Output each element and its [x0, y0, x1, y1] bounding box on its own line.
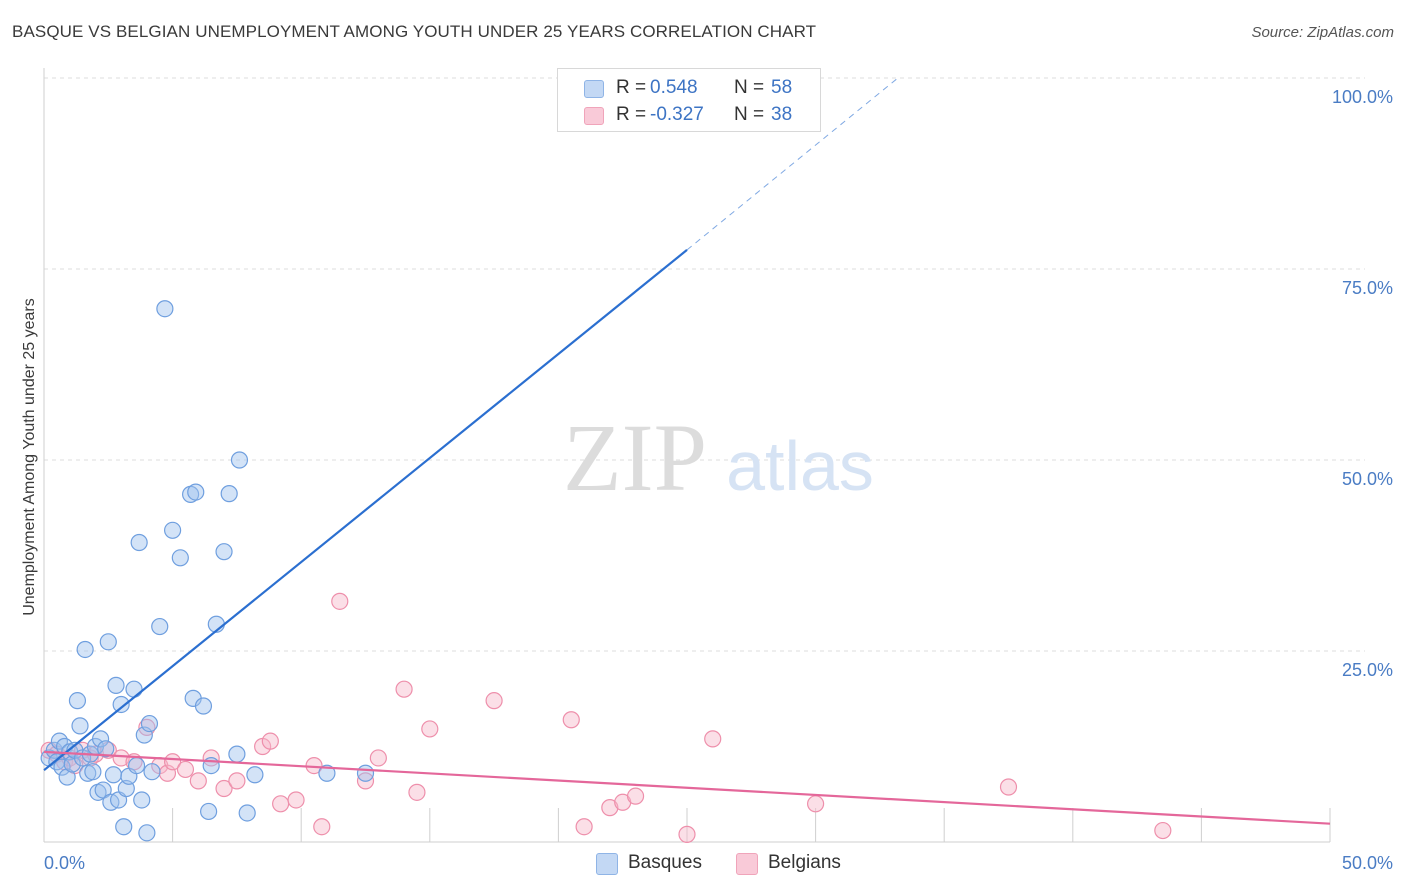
- basques-point: [194, 697, 213, 715]
- basques-point: [220, 485, 238, 503]
- y-tick-label: 25.0%: [1342, 660, 1393, 680]
- belgians-swatch: [584, 107, 604, 125]
- basques-point: [125, 680, 143, 698]
- basques-point: [238, 804, 256, 822]
- basques-point: [58, 768, 76, 786]
- basques-point: [138, 824, 156, 842]
- basques-point: [215, 543, 233, 561]
- belgians-point: [601, 799, 619, 817]
- belgians-point: [189, 772, 207, 790]
- chart-title: BASQUE VS BELGIAN UNEMPLOYMENT AMONG YOU…: [12, 22, 817, 41]
- belgians-point: [331, 592, 349, 610]
- basques-point: [91, 730, 110, 748]
- belgians-point: [287, 791, 305, 809]
- basques-point: [156, 300, 174, 318]
- basques-points: [40, 69, 627, 842]
- basques-point: [140, 714, 159, 733]
- basques-point: [84, 763, 102, 781]
- y-tick-label: 50.0%: [1342, 469, 1393, 489]
- belgians-point: [704, 730, 722, 748]
- belgians-point: [369, 749, 387, 767]
- watermark-atlas: atlas: [726, 427, 874, 505]
- belgians-point: [112, 749, 130, 767]
- basques-point: [97, 740, 115, 758]
- watermark-zip: ZIP: [563, 404, 707, 511]
- stats-row-belgians: R = -0.327 N = 38: [558, 102, 820, 128]
- basques-point: [63, 755, 81, 773]
- basques-point: [112, 695, 130, 714]
- basques-point: [76, 640, 94, 659]
- belgians-point: [575, 818, 593, 836]
- belgians-point: [562, 711, 580, 729]
- basques-point: [318, 764, 336, 782]
- basques-point: [99, 633, 117, 651]
- belgians-point: [806, 795, 825, 813]
- basques-point: [130, 533, 148, 552]
- basques-point: [151, 617, 169, 636]
- basques-legend-swatch: [596, 853, 618, 875]
- x-tick-label: 0.0%: [44, 853, 85, 873]
- basques-point: [230, 451, 249, 469]
- belgians-point: [999, 778, 1018, 796]
- legend-label-basques: Basques: [628, 852, 702, 873]
- n-label: N =: [734, 77, 765, 98]
- x-tick-label: 50.0%: [1342, 853, 1393, 873]
- source-label: Source: ZipAtlas.com: [1251, 24, 1394, 41]
- basques-trend-line: [43, 249, 688, 772]
- r-value-belgians: -0.327: [650, 104, 704, 125]
- n-value-basques: 58: [771, 77, 793, 98]
- belgians-point: [261, 732, 279, 750]
- basques-point: [187, 483, 205, 501]
- y-tick-label: 75.0%: [1342, 278, 1393, 298]
- basques-point: [127, 756, 146, 775]
- belgians-trend-line: [43, 750, 1331, 825]
- basques-point: [53, 758, 71, 776]
- basques-point: [107, 676, 125, 694]
- belgians-point: [408, 783, 426, 801]
- belgians-point: [626, 787, 645, 805]
- belgians-point: [313, 818, 331, 836]
- basques-point: [133, 791, 151, 809]
- belgians-point: [215, 779, 233, 798]
- basques-point: [68, 692, 87, 710]
- basques-point: [71, 717, 89, 735]
- belgians-point: [272, 795, 290, 813]
- basques-point: [246, 766, 264, 784]
- basques-point: [164, 521, 182, 539]
- basques-point: [143, 763, 161, 781]
- belgians-point: [176, 760, 195, 779]
- stats-row-basques: R = 0.548 N = 58: [558, 75, 820, 101]
- belgians-point: [678, 825, 696, 843]
- basques-trend-extension: [686, 77, 899, 251]
- basques-point: [200, 802, 218, 821]
- basques-swatch: [584, 80, 604, 98]
- tick-labels: 25.0% 50.0% 75.0% 100.0% 0.0% 50.0%: [44, 87, 1393, 873]
- stats-legend: R = 0.548 N = 58 R = -0.327 N = 38: [557, 68, 821, 132]
- r-label: R =: [616, 104, 647, 125]
- basques-point: [94, 781, 112, 799]
- trend-lines: [43, 77, 1331, 825]
- belgians-legend-swatch: [736, 853, 758, 875]
- basques-point: [228, 745, 246, 763]
- legend-label-belgians: Belgians: [768, 852, 841, 873]
- basques-point: [356, 764, 375, 782]
- n-label: N =: [734, 104, 765, 125]
- belgians-point: [485, 692, 503, 710]
- r-value-basques: 0.548: [650, 77, 698, 98]
- y-tick-label: 100.0%: [1332, 87, 1393, 107]
- belgians-point: [1154, 821, 1172, 840]
- basques-point: [171, 549, 189, 567]
- basques-point: [104, 766, 123, 784]
- r-label: R =: [616, 77, 647, 98]
- n-value-belgians: 38: [771, 104, 793, 125]
- belgians-point: [228, 772, 246, 790]
- gridlines: [44, 77, 1365, 652]
- belgians-point: [421, 720, 439, 738]
- belgians-point: [395, 680, 413, 698]
- basques-point: [115, 818, 133, 836]
